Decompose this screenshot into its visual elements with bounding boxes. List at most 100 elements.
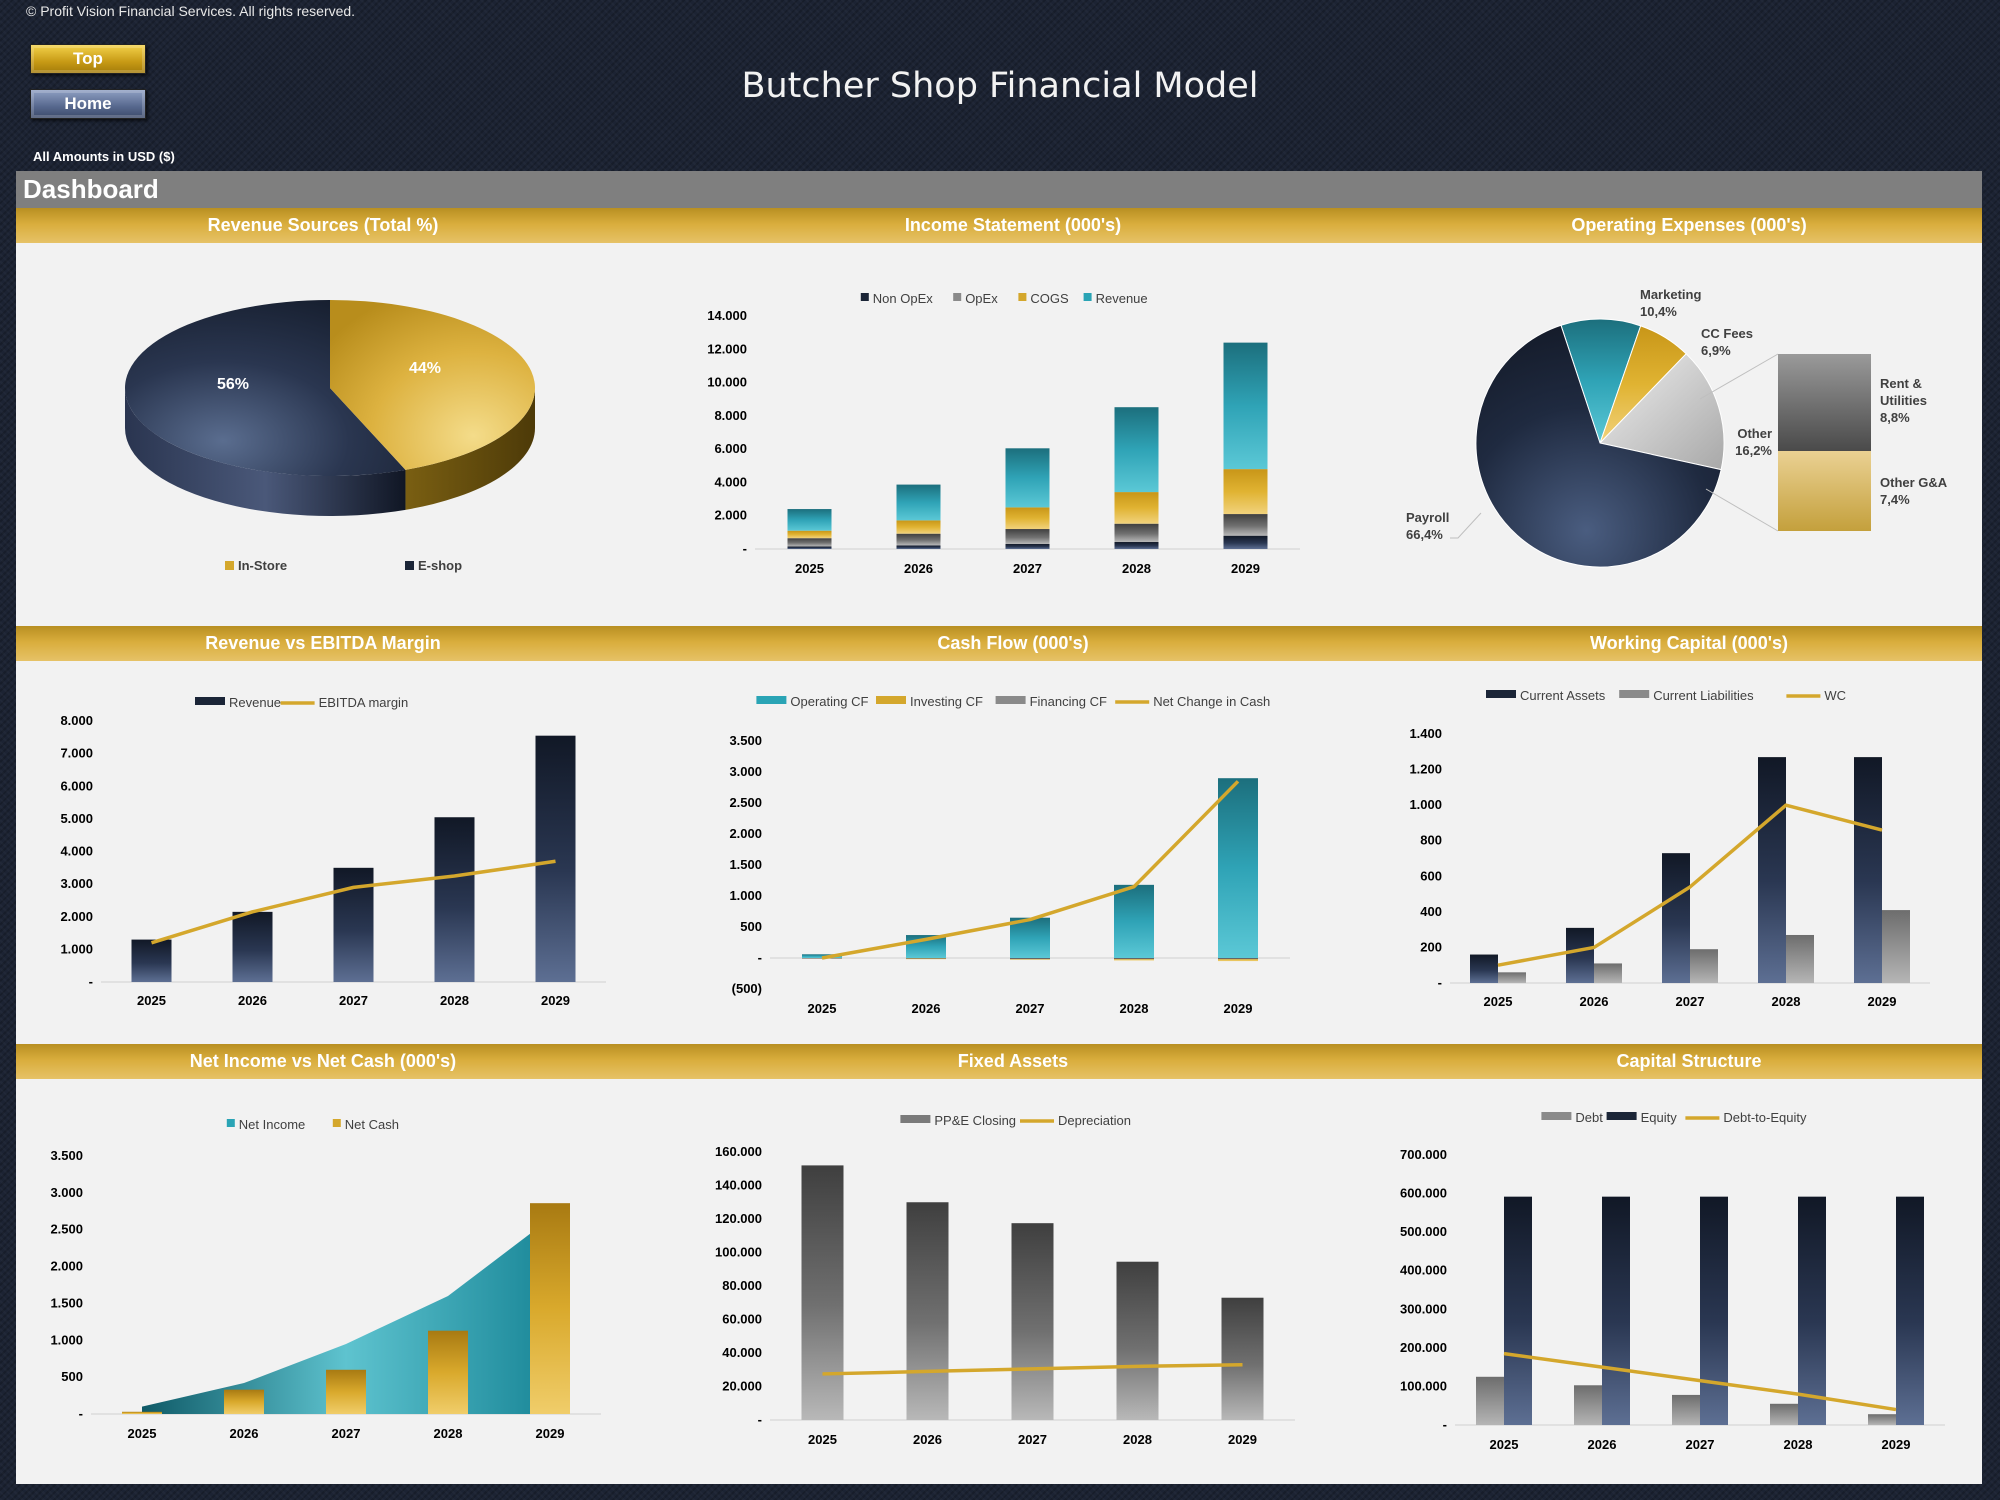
income-statement-chart: - 2.000 4.000 6.000 8.000 10.000 12.000 14.000 2… (707, 291, 1300, 576)
y-tick-label: - (758, 1412, 762, 1427)
x-tick-label: 2027 (1018, 1432, 1047, 1447)
y-tick-label: 14.000 (707, 308, 747, 323)
x-tick-label: 2028 (1772, 994, 1801, 1009)
bar-net-cash (224, 1389, 264, 1414)
y-tick-label: 3.000 (50, 1185, 83, 1200)
breakdown-name-rent-1: Rent & (1880, 376, 1922, 391)
bar-revenue (787, 509, 832, 531)
bar-current-assets (1662, 853, 1690, 983)
bar-equity (1798, 1196, 1826, 1425)
y-tick-label: 800 (1420, 833, 1442, 848)
x-tick-label: 2029 (1228, 1432, 1257, 1447)
x-tick-label: 2029 (1868, 994, 1897, 1009)
pie-slice-payroll (1475, 324, 1722, 568)
legend-label: EBITDA margin (319, 695, 409, 710)
x-tick-label: 2026 (904, 561, 933, 576)
y-tick-label: 500.000 (1400, 1224, 1447, 1239)
slice-name-marketing: Marketing (1640, 287, 1701, 302)
net-income-cash-title: Net Income vs Net Cash (000's) (189, 1051, 457, 1071)
x-tick-label: 2027 (339, 993, 368, 1008)
working-capital-title: Working Capital (000's) (1590, 633, 1788, 653)
y-tick-label: 300.000 (1400, 1301, 1447, 1316)
x-tick-label: 2028 (1120, 1001, 1149, 1016)
y-tick-label: 200 (1420, 939, 1442, 954)
operating-expenses-chart: Marketing 10,4% CC Fees 6,9% Other 16,2% Payro… (1406, 287, 1948, 568)
y-tick-label: 5.000 (60, 811, 93, 826)
bar-cogs (1005, 507, 1050, 530)
x-tick-label: 2029 (1224, 1001, 1253, 1016)
bar-financing-cf (1010, 958, 1050, 960)
bar-revenue (535, 735, 576, 982)
fixed-assets-chart: - 20.000 40.000 60.000 80.000 100.000 120.000 1… (715, 1113, 1295, 1447)
capital-structure-chart: - 100.000 200.000 300.000 400.000 500.000 600.… (1400, 1110, 1945, 1452)
legend-label: Net Income (239, 1117, 305, 1132)
x-tick-label: 2027 (1016, 1001, 1045, 1016)
x-tick-label: 2026 (1580, 994, 1609, 1009)
pie-slice-marketing (1560, 318, 1642, 445)
y-tick-label: 700.000 (1400, 1147, 1447, 1162)
x-tick-label: 2025 (1490, 1437, 1519, 1452)
bar-operating-cf (1010, 917, 1050, 958)
bar-non-opex (1114, 542, 1159, 549)
legend-label: In-Store (238, 558, 287, 573)
y-tick-label: 1.000 (1409, 797, 1442, 812)
y-tick-label: 10.000 (707, 375, 747, 390)
y-tick-label: 2.000 (50, 1259, 83, 1274)
bar-revenue (1114, 407, 1159, 493)
x-tick-label: 2028 (1123, 1432, 1152, 1447)
top-button[interactable]: Top (30, 44, 146, 74)
legend-swatch (860, 293, 869, 301)
y-tick-label: 6.000 (60, 778, 93, 793)
x-tick-label: 2027 (1013, 561, 1042, 576)
home-button[interactable]: Home (30, 89, 146, 119)
y-tick-label: (500) (732, 981, 762, 996)
bar-operating-cf (1218, 778, 1258, 958)
x-tick-label: 2029 (1231, 561, 1260, 576)
bar-opex (1223, 514, 1268, 536)
legend-swatch (756, 696, 787, 704)
pie-slice-side-e-shop (125, 388, 406, 516)
legend-swatch (226, 1119, 235, 1127)
revenue-ebitda-title: Revenue vs EBITDA Margin (205, 633, 441, 653)
dashboard-header-bar: Dashboard (16, 171, 1982, 208)
y-tick-label: 2.000 (729, 826, 762, 841)
y-tick-label: - (743, 541, 747, 556)
y-tick-label: - (758, 950, 762, 965)
bar-opex (787, 538, 832, 547)
legend-label: Equity (1641, 1110, 1678, 1125)
legend-swatch (195, 697, 225, 705)
y-tick-label: 6.000 (714, 441, 747, 456)
legend-label: OpEx (965, 291, 998, 306)
y-tick-label: 400 (1420, 904, 1442, 919)
net-income-vs-net-cash-chart: - 500 1.000 1.500 2.000 2.500 3.000 3.500 2025 20… (50, 1117, 601, 1441)
bar-ppe-closing (1116, 1261, 1159, 1420)
y-tick-label: 80.000 (722, 1278, 762, 1293)
y-tick-label: 100.000 (1400, 1378, 1447, 1393)
slice-value-other: 16,2% (1735, 443, 1772, 458)
bar-revenue (1005, 448, 1050, 508)
y-tick-label: 12.000 (707, 341, 747, 356)
x-tick-label: 2026 (230, 1426, 259, 1441)
bar-net-cash (530, 1203, 570, 1414)
bar-non-opex (1005, 544, 1050, 549)
revenue-vs-ebitda-chart: - 1.000 2.000 3.000 4.000 5.000 6.000 7.000 8.00… (60, 695, 606, 1008)
bar-financing-cf (802, 958, 842, 959)
y-tick-label: 160.000 (715, 1144, 762, 1159)
y-tick-label: - (1443, 1417, 1447, 1432)
y-tick-label: 1.000 (729, 888, 762, 903)
pie-label-in-store: 44% (409, 360, 441, 377)
bar-cogs (896, 520, 941, 534)
title-band-row-1: Revenue Sources (Total %) Income Stateme… (16, 208, 1982, 243)
payroll-leader-line (1450, 512, 1482, 539)
bar-cogs (1114, 492, 1159, 524)
x-tick-label: 2025 (1484, 994, 1513, 1009)
capital-structure-title: Capital Structure (1616, 1051, 1762, 1071)
y-tick-label: 1.500 (50, 1295, 83, 1310)
y-tick-label: 200.000 (1400, 1340, 1447, 1355)
legend-label: PP&E Closing (934, 1113, 1016, 1128)
legend-swatch (1619, 690, 1650, 698)
x-tick-label: 2026 (913, 1432, 942, 1447)
revenue-sources-chart: 44% 56% In-Store E-shop (125, 300, 536, 573)
connector-line (1699, 353, 1779, 400)
income-statement-title: Income Statement (000's) (904, 215, 1122, 235)
